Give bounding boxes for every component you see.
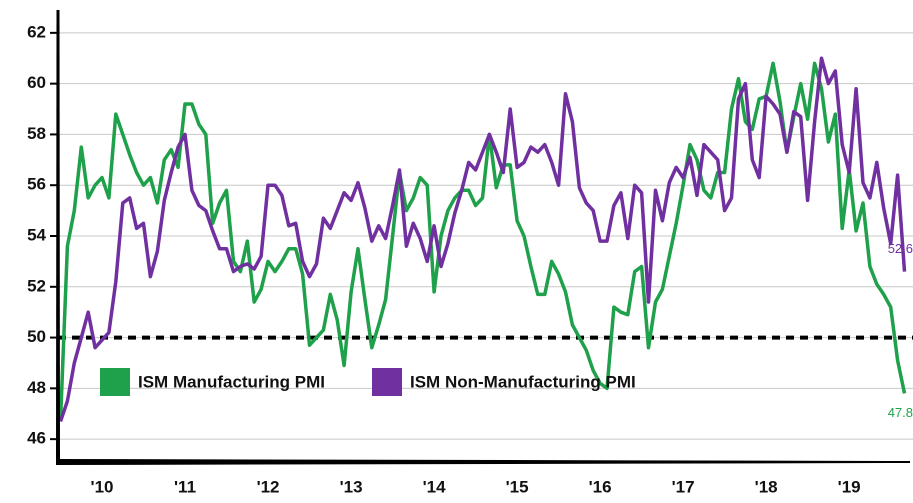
series-line (58, 61, 907, 422)
x-tick-label: '14 (423, 477, 446, 496)
end-label: 47.8 (888, 405, 913, 420)
legend-swatch (372, 368, 402, 396)
legend-label: ISM Manufacturing PMI (138, 372, 325, 391)
y-axis (56, 10, 60, 462)
x-tick-label: '17 (672, 477, 695, 496)
legend-swatch (100, 368, 130, 396)
y-tick-label: 60 (27, 73, 46, 92)
x-tick-label: '11 (174, 477, 196, 496)
legend-label: ISM Non-Manufacturing PMI (410, 372, 636, 391)
y-tick-label: 62 (27, 22, 46, 41)
y-tick-label: 46 (27, 429, 46, 448)
x-tick-label: '18 (755, 477, 778, 496)
x-tick-label: '12 (257, 477, 280, 496)
y-tick-label: 50 (27, 327, 46, 346)
x-tick-label: '13 (340, 477, 363, 496)
end-label: 52.6 (888, 241, 913, 256)
x-tick-label: '16 (589, 477, 612, 496)
y-tick-label: 54 (27, 225, 46, 244)
series-line (58, 56, 907, 422)
x-tick-label: '15 (506, 477, 529, 496)
y-tick-label: 56 (27, 175, 46, 194)
x-tick-label: '19 (838, 477, 861, 496)
y-tick-label: 48 (27, 378, 46, 397)
x-axis (56, 459, 910, 465)
lines: 47.8 52.6 (58, 56, 913, 422)
y-tick-label: 52 (27, 276, 46, 295)
x-tick-label: '10 (91, 477, 114, 496)
axes: 46 48 50 52 54 56 58 60 62 '10 '11 '12 '13 '14 '15 '16 '… (27, 10, 910, 496)
y-tick-label: 58 (27, 124, 46, 143)
